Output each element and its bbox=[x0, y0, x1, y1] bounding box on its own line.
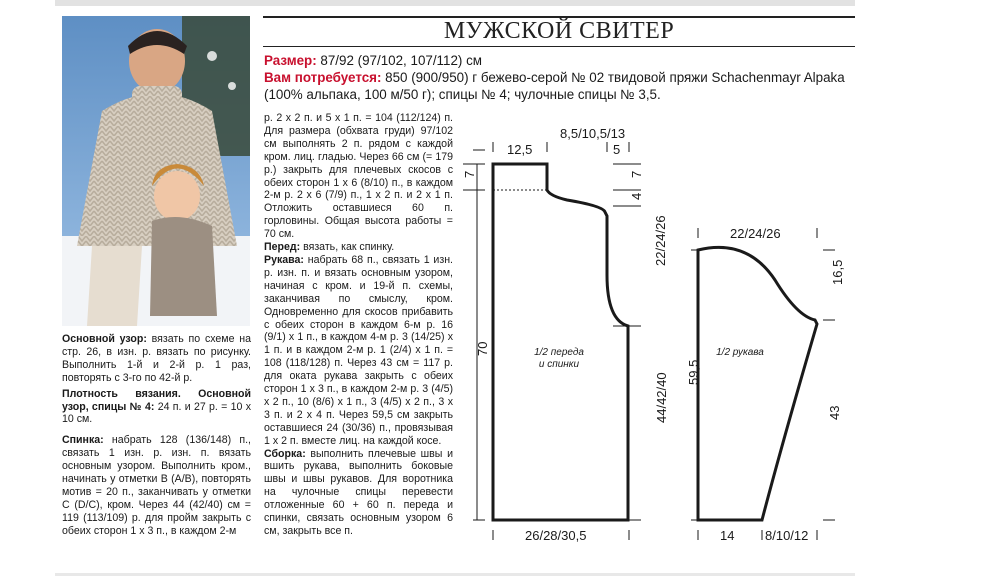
size-line: Размер: 87/92 (97/102, 107/112) см bbox=[264, 52, 854, 69]
dim-sleeve-bottom-right: 8/10/12 bbox=[765, 528, 808, 543]
instructions-left-column: Основной узор: вязать по схеме на стр. 2… bbox=[62, 333, 251, 538]
dim-total-height: 70 bbox=[475, 342, 490, 356]
size-value: 87/92 (97/102, 107/112) см bbox=[316, 53, 482, 68]
materials-line: Вам потребуется: 850 (900/950) г бежево-… bbox=[264, 69, 854, 103]
pattern-label: Основной узор: bbox=[62, 333, 147, 345]
photo-man-child-sweater bbox=[62, 16, 250, 326]
pattern-paragraph: Основной узор: вязать по схеме на стр. 2… bbox=[62, 333, 251, 385]
dim-sleeve-lower: 43 bbox=[827, 406, 842, 420]
dim-neck-depth-right: 7 bbox=[629, 171, 644, 178]
assembly-paragraph: Сборка: выполнить плечевые швы и вшить р… bbox=[264, 448, 453, 538]
photo-illustration bbox=[62, 16, 250, 326]
back-paragraph: Спинка: набрать 128 (136/148) п., связат… bbox=[62, 434, 251, 537]
sleeve-dim-lines bbox=[691, 228, 835, 540]
body-outline bbox=[491, 162, 630, 522]
dim-neck: 5 bbox=[613, 142, 620, 157]
pattern-text: вязать по схеме на стр. 26, в изн. р. вя… bbox=[62, 333, 251, 384]
title-rule-bottom bbox=[263, 46, 855, 47]
sleeve-label: Рукава: bbox=[264, 253, 304, 266]
sleeve-paragraph: Рукава: набрать 68 п., связать 1 изн. р.… bbox=[264, 254, 453, 448]
dim-sleeve-cap: 16,5 bbox=[830, 260, 845, 285]
gauge-text: 24 п. и 27 р. = 10 х 10 см. bbox=[62, 400, 251, 426]
gauge-label: Плотность вязания. Основной узор, спицы … bbox=[62, 387, 251, 413]
front-text: вязать, как спинку. bbox=[300, 241, 395, 254]
sleeve-outline bbox=[696, 245, 819, 522]
body-dim-lines bbox=[463, 142, 641, 540]
dim-neck-depth-left: 7 bbox=[462, 171, 477, 178]
dim-armhole: 22/24/26 bbox=[653, 215, 668, 266]
title-rule-top bbox=[263, 16, 855, 18]
dim-sleeve-bottom-left: 14 bbox=[720, 528, 734, 543]
assembly-text: выполнить плечевые швы и вшить рукава, в… bbox=[264, 447, 453, 537]
materials-value: 850 (900/950) г бежево-серой № 02 твидов… bbox=[264, 70, 845, 102]
dim-bottom-width: 26/28/30,5 bbox=[525, 528, 586, 543]
dim-shoulder: 12,5 bbox=[507, 142, 532, 157]
materials-header: Размер: 87/92 (97/102, 107/112) см Вам п… bbox=[264, 52, 854, 103]
dim-side: 44/42/40 bbox=[654, 372, 669, 423]
front-label: Перед: bbox=[264, 241, 301, 254]
article-title: МУЖСКОЙ СВИТЕР bbox=[443, 18, 675, 44]
sleeve-text: набрать 68 п., связать 1 изн. р. изн. п.… bbox=[264, 253, 453, 447]
body-label-line1: 1/2 переда bbox=[534, 347, 584, 358]
dim-shoulder-slope: 4 bbox=[629, 193, 644, 200]
assembly-label: Сборка: bbox=[264, 447, 306, 460]
size-label: Размер: bbox=[264, 53, 317, 68]
dim-top-width: 8,5/10,5/13 bbox=[560, 126, 625, 141]
top-border bbox=[55, 0, 855, 6]
back-continued: р. 2 х 2 п. и 5 х 1 п. = 104 (112/124) п… bbox=[264, 112, 453, 241]
back-label: Спинка: bbox=[62, 434, 104, 447]
back-text: набрать 128 (136/148) п., связать 1 изн.… bbox=[62, 434, 251, 537]
sleeve-label: 1/2 рукава bbox=[716, 347, 764, 358]
bottom-border bbox=[55, 573, 855, 576]
instructions-middle-column: р. 2 х 2 п. и 5 х 1 п. = 104 (112/124) п… bbox=[264, 112, 453, 538]
dim-sleeve-total: 59,5 bbox=[686, 360, 701, 385]
gauge-paragraph: Плотность вязания. Основной узор, спицы … bbox=[62, 388, 251, 427]
materials-label: Вам потребуется: bbox=[264, 70, 382, 85]
body-label-line2: и спинки bbox=[539, 359, 580, 370]
front-paragraph: Перед: вязать, как спинку. bbox=[264, 241, 453, 254]
pattern-diagram: 8,5/10,5/13 12,5 5 7 7 4 22/24/26 44/42/… bbox=[462, 126, 845, 543]
dim-sleeve-top: 22/24/26 bbox=[730, 226, 781, 241]
